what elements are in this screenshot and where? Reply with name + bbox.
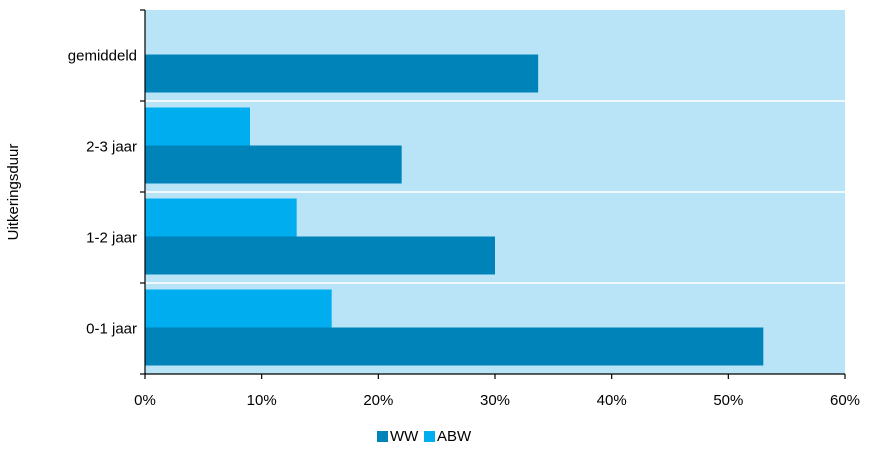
legend-label: ABW [437,428,472,445]
y-tick-label: gemiddeld [68,48,137,65]
y-axis-title: Uitkeringsduur [5,144,22,241]
bar-abw [145,198,297,237]
x-tick-label: 30% [480,392,510,409]
legend-label: WW [390,428,419,445]
x-tick-label: 60% [830,392,860,409]
y-tick-label: 2-3 jaar [86,139,137,156]
x-tick-label: 20% [363,392,393,409]
bar-abw [145,289,332,328]
legend-swatch [424,431,435,442]
x-tick-label: 40% [597,392,627,409]
legend: WW ABW [377,428,472,445]
y-tick-label: 1-2 jaar [86,230,137,247]
y-axis-ticks: gemiddeld 2-3 jaar 1-2 jaar 0-1 jaar [68,9,145,375]
bar-ww [145,54,539,93]
gridlines [145,100,845,284]
x-tick-label: 10% [247,392,277,409]
x-tick-label: 50% [713,392,743,409]
x-tick-label: 0% [134,392,156,409]
x-axis-ticks: 0% 10% 20% 30% 40% 50% 60% [134,374,860,409]
bar-ww [145,236,495,275]
legend-swatch [377,431,388,442]
bar-abw [145,107,250,146]
bar-ww [145,145,402,184]
y-tick-label: 0-1 jaar [86,321,137,338]
bars [145,54,764,366]
bar-ww [145,327,764,366]
